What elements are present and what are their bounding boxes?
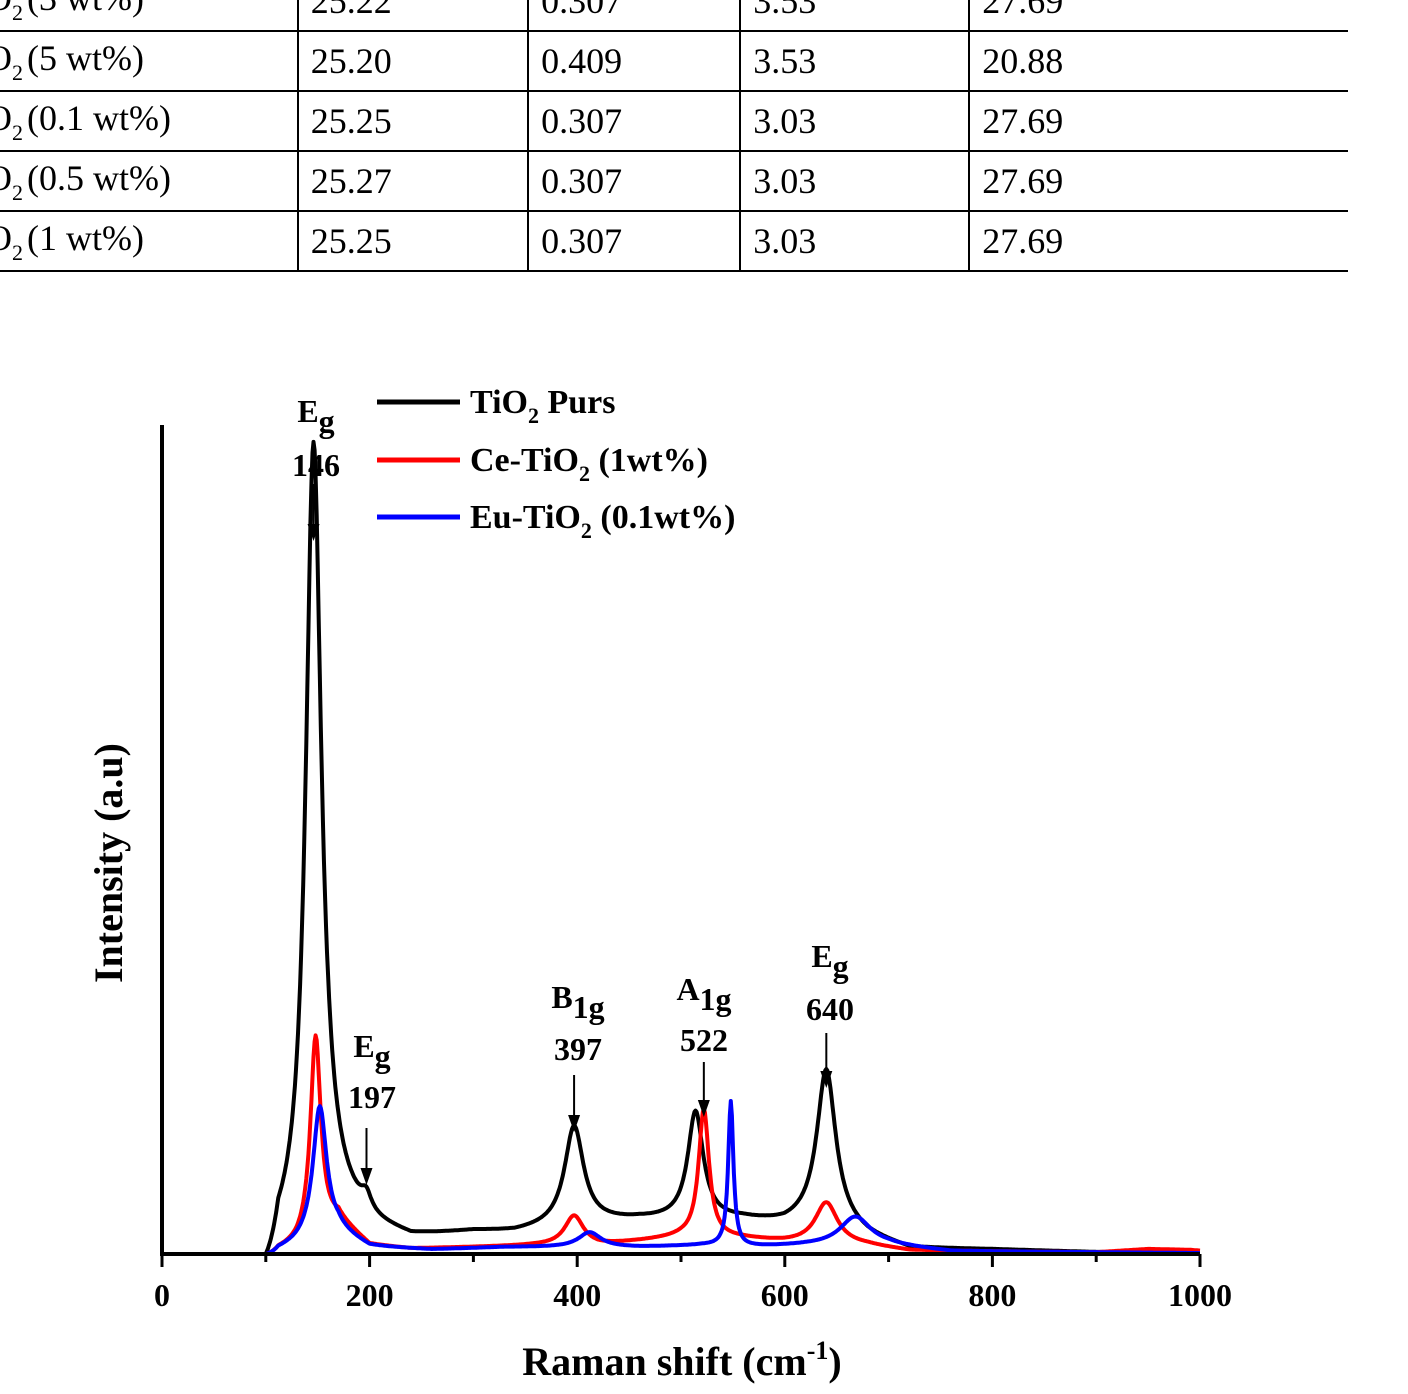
legend-label-0: TiO2 Purs xyxy=(470,384,615,428)
x-axis-title-sup: -1 xyxy=(807,1336,829,1365)
row-label-suffix: (3 wt%) xyxy=(27,0,144,18)
table-cell: 3.03 xyxy=(739,91,970,152)
x-axis-title: Raman shift (cm-1) xyxy=(522,1336,841,1384)
peak-mode-label: B1g xyxy=(551,979,604,1025)
row-label: O2(0.1 wt%) xyxy=(0,91,298,152)
x-tick-label: 1000 xyxy=(1168,1277,1232,1313)
row-label-subscript: 2 xyxy=(12,119,23,145)
peak-mode-sub: 1g xyxy=(573,989,605,1025)
peak-mode: B xyxy=(551,979,572,1015)
x-tick-label: 800 xyxy=(968,1277,1016,1313)
peak-mode-label: Eg xyxy=(353,1028,390,1074)
row-label: O2(5 wt%) xyxy=(0,31,298,92)
legend-label-sub: 2 xyxy=(528,403,539,428)
legend-label-rest: (0.1wt%) xyxy=(592,499,736,536)
table-cell: 25.25 xyxy=(296,91,529,152)
table-cell: 0.409 xyxy=(527,31,741,92)
peak-mode-sub: g xyxy=(319,403,335,439)
x-axis-title-close: ) xyxy=(828,1339,841,1384)
table-cell: 25.20 xyxy=(296,31,529,92)
peak-arrow-head xyxy=(820,1071,833,1088)
peak-position-label: 197 xyxy=(348,1079,396,1115)
peak-position-label: 397 xyxy=(554,1031,602,1067)
row-label-prefix: O xyxy=(0,37,12,79)
row-label-suffix: (1 wt%) xyxy=(27,217,144,258)
x-tick-label: 200 xyxy=(346,1277,394,1313)
table-cell: 3.53 xyxy=(739,0,970,32)
table-cell: 27.69 xyxy=(968,151,1348,212)
legend-label-main: Eu-TiO xyxy=(470,499,581,536)
legend-label-sub: 2 xyxy=(579,461,590,486)
row-label-subscript: 2 xyxy=(12,59,23,85)
row-label: O2(0.5 wt%) xyxy=(0,151,298,212)
legend-label-main: Ce-TiO xyxy=(470,442,579,479)
peak-arrow-head xyxy=(360,1168,373,1185)
table-cell: 20.88 xyxy=(968,31,1348,92)
table-cell: 27.69 xyxy=(968,0,1348,32)
peak-arrow-head xyxy=(568,1115,581,1132)
legend-label-sub: 2 xyxy=(581,518,592,543)
table-cell: 25.27 xyxy=(296,151,529,212)
x-axis-title-text: Raman shift (cm xyxy=(522,1339,806,1384)
row-label-suffix: (0.1 wt%) xyxy=(27,97,171,138)
row-label-prefix: O xyxy=(0,217,12,259)
table-cell: 3.53 xyxy=(739,31,970,92)
row-label-subscript: 2 xyxy=(12,179,23,205)
series-line-2 xyxy=(264,1099,1201,1256)
table-cell: 3.03 xyxy=(739,211,970,272)
y-axis-title: Intensity (a.u) xyxy=(86,743,131,983)
row-label-subscript: 2 xyxy=(12,239,23,265)
peak-mode-label: A1g xyxy=(676,971,731,1017)
peak-position-label: 522 xyxy=(680,1022,728,1058)
legend-label-rest: (1wt%) xyxy=(590,442,708,479)
row-label-suffix: (0.5 wt%) xyxy=(27,157,171,198)
peak-position-label: 146 xyxy=(292,447,340,483)
peak-mode: E xyxy=(811,938,832,974)
raman-chart: 0 200 400 600 800 1000 Raman shift (cm-1) Inten… xyxy=(86,384,1232,1384)
peak-position-label: 640 xyxy=(806,991,854,1027)
table-cell: 0.307 xyxy=(527,91,741,152)
peak-mode-label: Eg xyxy=(811,938,848,984)
peak-mode-sub: 1g xyxy=(700,981,732,1017)
row-label: O2(3 wt%) xyxy=(0,0,298,32)
table-cell: 0.307 xyxy=(527,0,741,32)
row-label-prefix: O xyxy=(0,157,12,199)
legend-label-1: Ce-TiO2 (1wt%) xyxy=(470,442,708,486)
x-tick-label: 0 xyxy=(154,1277,170,1313)
peak-mode: E xyxy=(353,1028,374,1064)
row-label-suffix: (5 wt%) xyxy=(27,37,144,78)
table-cell: 3.03 xyxy=(739,151,970,212)
peak-arrow-head xyxy=(307,524,320,541)
table-cell: 0.307 xyxy=(527,151,741,212)
table-cell: 25.22 xyxy=(296,0,529,32)
legend-label-main: TiO xyxy=(470,384,528,421)
row-label: O2(1 wt%) xyxy=(0,211,298,272)
table-cell: 0.307 xyxy=(527,211,741,272)
table-cell: 27.69 xyxy=(968,211,1348,272)
legend-label-2: Eu-TiO2 (0.1wt%) xyxy=(470,499,735,543)
peak-arrow-head xyxy=(697,1100,710,1117)
table-cell: 25.25 xyxy=(296,211,529,272)
x-tick-label: 600 xyxy=(761,1277,809,1313)
peak-mode: A xyxy=(676,971,699,1007)
peak-mode: E xyxy=(297,393,318,429)
table-cell: 27.69 xyxy=(968,91,1348,152)
row-label-prefix: O xyxy=(0,0,12,19)
peak-mode-label: Eg xyxy=(297,393,334,439)
row-label-subscript: 2 xyxy=(12,0,23,25)
legend-label-rest: Purs xyxy=(539,384,616,421)
x-tick-label: 400 xyxy=(553,1277,601,1313)
row-label-prefix: O xyxy=(0,97,12,139)
peak-mode-sub: g xyxy=(375,1038,391,1074)
peak-mode-sub: g xyxy=(833,948,849,984)
